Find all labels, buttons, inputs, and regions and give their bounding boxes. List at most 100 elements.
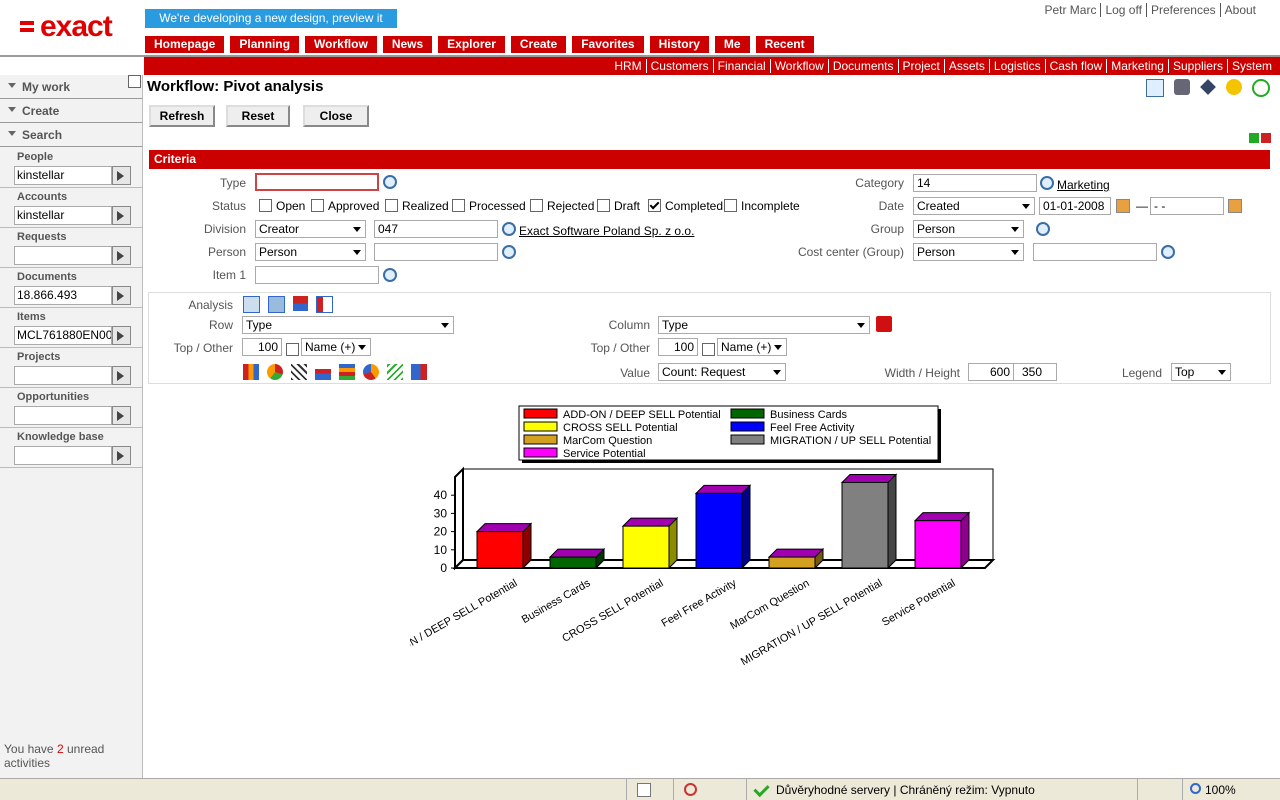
division-select[interactable]: Creator bbox=[255, 220, 366, 238]
status-option[interactable]: Rejected bbox=[530, 199, 594, 213]
sidebar-go[interactable] bbox=[112, 166, 131, 185]
status-option[interactable]: Draft bbox=[597, 199, 640, 213]
checkbox[interactable] bbox=[724, 199, 737, 212]
button[interactable]: Close bbox=[303, 105, 369, 127]
sidebar-input[interactable] bbox=[14, 446, 112, 465]
unread-note[interactable]: You have 2 unread activities bbox=[4, 742, 142, 770]
chart-type-icon[interactable] bbox=[339, 364, 355, 380]
sidebar-input[interactable] bbox=[14, 366, 112, 385]
sidebar-section[interactable]: Create bbox=[8, 104, 59, 118]
nav-tab[interactable]: Workflow bbox=[305, 36, 377, 53]
checkbox[interactable] bbox=[702, 343, 715, 356]
status-option[interactable]: Incomplete bbox=[724, 199, 800, 213]
button[interactable]: Reset bbox=[226, 105, 290, 127]
checkbox[interactable] bbox=[530, 199, 543, 212]
status-option[interactable]: Processed bbox=[452, 199, 526, 213]
sidebar-go[interactable] bbox=[112, 446, 131, 465]
chart-type-icon[interactable] bbox=[411, 364, 427, 380]
nav-tab[interactable]: Create bbox=[510, 36, 567, 53]
search-icon[interactable] bbox=[1161, 245, 1175, 259]
nav-tab[interactable]: Recent bbox=[755, 36, 814, 53]
chart-type-icon[interactable] bbox=[291, 364, 307, 380]
checkbox[interactable] bbox=[311, 199, 324, 212]
checkbox[interactable] bbox=[648, 199, 661, 212]
cost-center-select[interactable]: Person bbox=[913, 243, 1024, 261]
chart-type-icon[interactable] bbox=[387, 364, 403, 380]
user-link[interactable]: Preferences bbox=[1145, 3, 1220, 17]
cost-center-input[interactable] bbox=[1033, 243, 1157, 261]
calendar-icon[interactable] bbox=[1228, 199, 1242, 213]
sidebar-section[interactable]: Search bbox=[8, 128, 62, 142]
logo[interactable]: exact bbox=[20, 10, 113, 44]
preview-banner[interactable]: We're developing a new design, preview i… bbox=[145, 9, 397, 44]
sidebar-input[interactable]: MCL761880EN001 bbox=[14, 326, 112, 345]
sidebar-go[interactable] bbox=[112, 366, 131, 385]
sidebar-input[interactable] bbox=[14, 406, 112, 425]
chart-type-icon[interactable] bbox=[243, 364, 259, 380]
item-input[interactable] bbox=[255, 266, 379, 284]
sidebar-go[interactable] bbox=[112, 206, 131, 225]
nav-tab[interactable]: History bbox=[649, 36, 709, 53]
nav-tab[interactable]: Me bbox=[714, 36, 750, 53]
subnav-link[interactable]: Marketing bbox=[1106, 59, 1168, 73]
nav-tab[interactable]: Favorites bbox=[572, 36, 644, 53]
subnav-link[interactable]: System bbox=[1226, 59, 1276, 73]
user-link[interactable]: About bbox=[1219, 3, 1260, 17]
nav-tab[interactable]: Planning bbox=[230, 36, 300, 53]
search-icon[interactable] bbox=[383, 175, 397, 189]
nav-tab[interactable]: Explorer bbox=[438, 36, 505, 53]
legend-select[interactable]: Top bbox=[1171, 363, 1231, 381]
status-option[interactable]: Completed bbox=[648, 199, 723, 213]
search-icon[interactable] bbox=[502, 222, 516, 236]
row-top-input[interactable]: 100 bbox=[242, 338, 282, 356]
subnav-link[interactable]: Assets bbox=[943, 59, 989, 73]
sidebar-go[interactable] bbox=[112, 326, 131, 345]
new-icon[interactable] bbox=[1146, 79, 1164, 97]
status-option[interactable]: Open bbox=[259, 199, 305, 213]
subnav-link[interactable]: Suppliers bbox=[1167, 59, 1227, 73]
expand-icon[interactable] bbox=[1249, 133, 1259, 143]
checkbox[interactable] bbox=[597, 199, 610, 212]
subnav-link[interactable]: Documents bbox=[827, 59, 898, 73]
checkbox[interactable] bbox=[452, 199, 465, 212]
subnav-link[interactable]: HRM bbox=[614, 59, 642, 73]
checkbox[interactable] bbox=[385, 199, 398, 212]
sidebar-input[interactable]: kinstellar bbox=[14, 166, 112, 185]
collapse-icon[interactable] bbox=[1261, 133, 1271, 143]
person-select[interactable]: Person bbox=[255, 243, 366, 261]
button[interactable]: Refresh bbox=[149, 105, 215, 127]
sidebar-section[interactable]: My work bbox=[8, 80, 70, 94]
chart-type-icon[interactable] bbox=[315, 364, 331, 380]
search-icon[interactable] bbox=[1040, 176, 1054, 190]
row-select[interactable]: Type bbox=[242, 316, 454, 334]
sidebar-input[interactable]: 18.866.493 bbox=[14, 286, 112, 305]
width-input[interactable]: 600 bbox=[968, 363, 1014, 381]
status-option[interactable]: Realized bbox=[385, 199, 449, 213]
row-order-select[interactable]: Name (+) bbox=[301, 338, 371, 356]
type-input[interactable] bbox=[255, 173, 379, 191]
height-input[interactable]: 350 bbox=[1013, 363, 1057, 381]
print-icon[interactable] bbox=[1174, 79, 1190, 95]
search-icon[interactable] bbox=[1036, 222, 1050, 236]
status-option[interactable]: Approved bbox=[311, 199, 379, 213]
zoom-level[interactable]: 100% bbox=[1205, 783, 1236, 797]
checkbox[interactable] bbox=[259, 199, 272, 212]
date-from[interactable]: 01-01-2008 bbox=[1039, 197, 1111, 215]
user-link[interactable]: Log off bbox=[1100, 3, 1146, 17]
nav-tab[interactable]: News bbox=[382, 36, 433, 53]
sidebar-go[interactable] bbox=[112, 246, 131, 265]
category-input[interactable]: 14 bbox=[913, 174, 1037, 192]
user-link[interactable]: Petr Marc bbox=[1044, 3, 1097, 17]
group-select[interactable]: Person bbox=[913, 220, 1024, 238]
date-to[interactable]: - - bbox=[1150, 197, 1224, 215]
division-code[interactable]: 047 bbox=[374, 220, 498, 238]
column-top-input[interactable]: 100 bbox=[658, 338, 698, 356]
zoom-icon[interactable] bbox=[1190, 783, 1201, 794]
analysis-icon[interactable] bbox=[316, 296, 333, 313]
help-icon[interactable] bbox=[1252, 79, 1270, 97]
person-input[interactable] bbox=[374, 243, 498, 261]
sidebar-go[interactable] bbox=[112, 286, 131, 305]
checkbox[interactable] bbox=[286, 343, 299, 356]
collapse-button[interactable] bbox=[128, 75, 141, 88]
column-select[interactable]: Type bbox=[658, 316, 870, 334]
